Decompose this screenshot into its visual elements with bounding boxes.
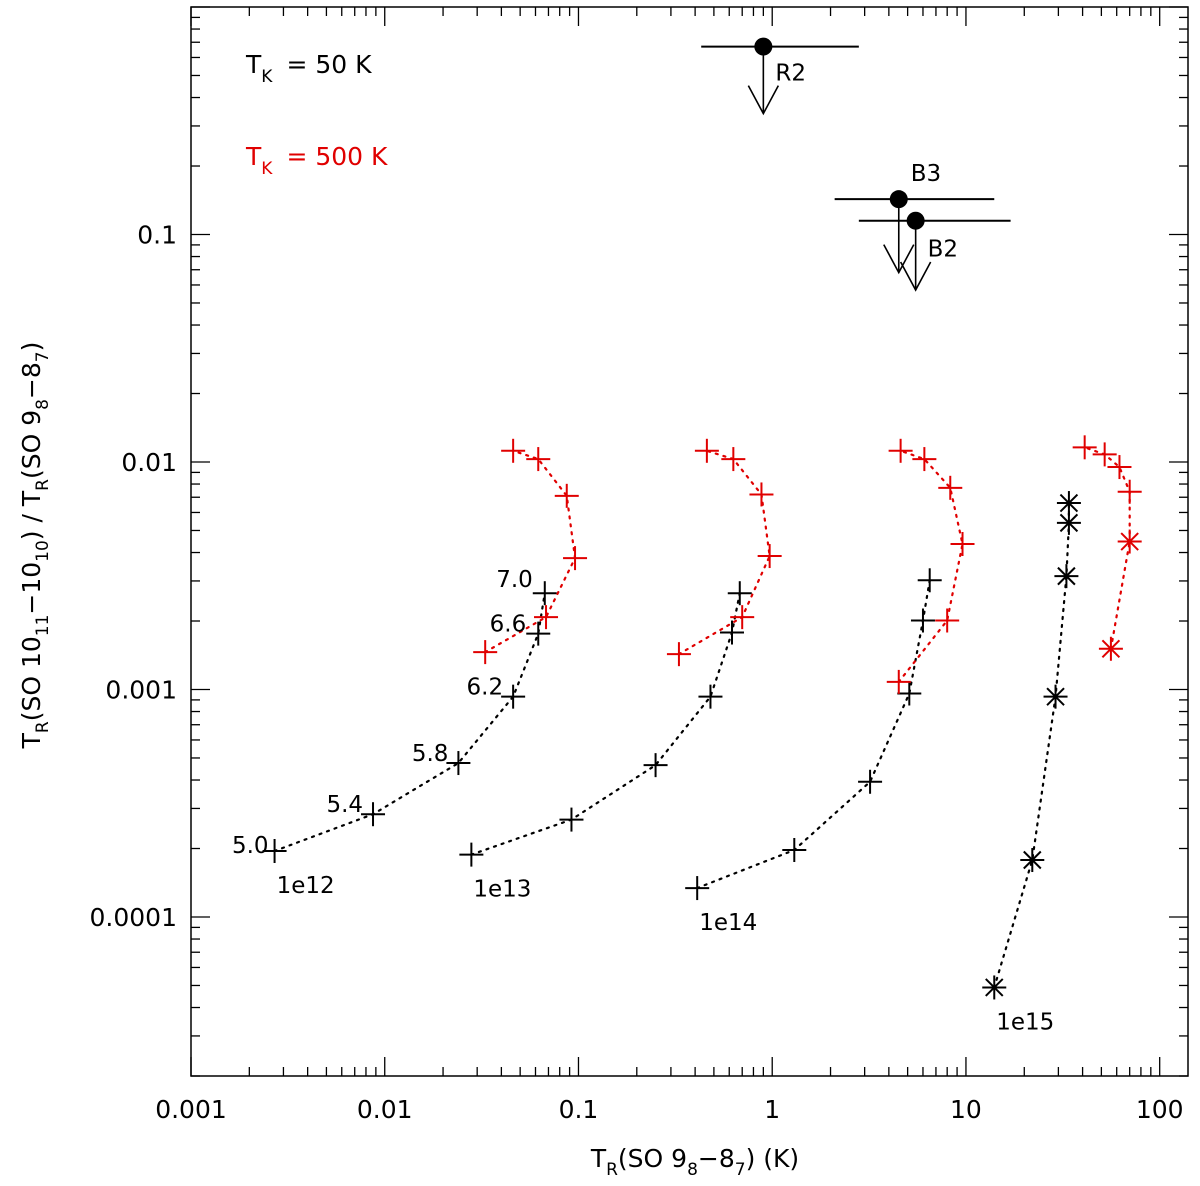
legend: TK = 50 K TK = 500 K (245, 50, 388, 179)
density-label: 5.4 (326, 792, 363, 818)
x-axis: 0.001 0.01 0.1 1 10 100 (155, 7, 1184, 1124)
asterisk-marker-d2 (1057, 566, 1076, 586)
series-0 (262, 581, 557, 864)
asterisk-marker-d2 (1059, 513, 1079, 533)
upper-limit-arrow-head (899, 261, 932, 292)
x-tick-label: 0.01 (357, 1095, 413, 1124)
asterisk-marker-d2 (1059, 493, 1079, 513)
density-label: 7.0 (496, 567, 533, 593)
asterisk-marker-d2 (1101, 639, 1121, 658)
asterisk-marker-d2 (1023, 850, 1042, 870)
column-density-label: 1e14 (699, 910, 757, 936)
source-b2: B2 (858, 211, 1011, 292)
series-4 (685, 568, 942, 901)
legend-entry: TK = 50 K (245, 50, 372, 87)
upper-limit-arrow-head (747, 85, 780, 116)
asterisk-marker-d2 (985, 978, 1004, 997)
upper-limit-arrow-head (883, 244, 915, 275)
x-tick-label: 0.1 (559, 1095, 599, 1124)
sources-layer: R2 B3 B2 (701, 37, 1011, 292)
source-label: R2 (775, 61, 806, 87)
series-5 (886, 438, 975, 694)
column-density-label: 1e12 (277, 873, 335, 899)
column-density-label: 1e13 (473, 877, 531, 903)
source-b3: B3 (834, 161, 995, 275)
source-point (906, 211, 925, 230)
series-2 (459, 581, 752, 867)
column-density-label: 1e15 (996, 1009, 1054, 1035)
source-point (754, 37, 773, 56)
series-layer (262, 435, 1142, 1000)
series-line (470, 592, 741, 856)
plot-border (190, 6, 1189, 1077)
x-axis-title: TR(SO 98−87) (K) (590, 1144, 799, 1180)
source-r2: R2 (701, 37, 859, 116)
y-tick-label: 0.01 (121, 448, 177, 477)
source-label: B3 (911, 161, 941, 187)
legend-entry: TK = 500 K (245, 142, 388, 179)
series-6 (982, 491, 1081, 1000)
plot-frame (190, 6, 1189, 1077)
y-tick-label: 0.1 (137, 220, 177, 249)
density-label: 6.6 (490, 612, 527, 638)
annotation-layer: 5.0 5.4 5.8 6.2 6.6 7.0 1e12 1e13 1e14 1e15 (232, 567, 1054, 1035)
x-tick-label: 100 (1136, 1095, 1184, 1124)
asterisk-marker-d2 (1046, 687, 1065, 706)
series-8 (1072, 435, 1142, 543)
series-line (484, 449, 577, 654)
y-axis-title: TR(SO 1011−1010) / TR(SO 98−87) (17, 342, 53, 750)
y-tick-label: 0.001 (105, 675, 177, 704)
series-line (897, 449, 964, 683)
x-tick-label: 10 (950, 1095, 982, 1124)
y-axis: 0.0001 0.001 0.01 0.1 (90, 6, 1188, 1077)
x-tick-label: 1 (764, 1095, 780, 1124)
series-line (273, 592, 546, 853)
source-label: B2 (928, 237, 958, 263)
series-line (1109, 540, 1131, 650)
density-label: 5.0 (232, 833, 269, 859)
series-1 (473, 438, 588, 665)
series-line (696, 579, 931, 890)
density-label: 6.2 (467, 675, 504, 701)
series-3 (666, 438, 782, 667)
density-label: 5.8 (412, 741, 449, 767)
series-line (1083, 446, 1131, 543)
source-point (889, 190, 908, 209)
x-tick-label: 0.001 (155, 1095, 227, 1124)
y-tick-label: 0.0001 (90, 903, 177, 932)
